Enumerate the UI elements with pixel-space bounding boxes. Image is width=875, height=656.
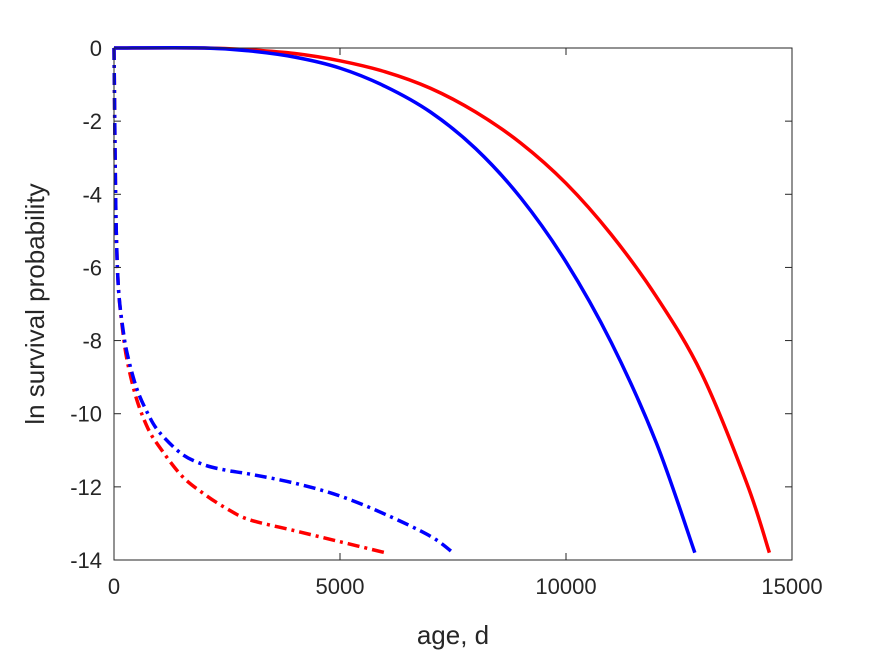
y-tick-label: -8 — [82, 329, 102, 354]
y-tick-label: -10 — [70, 402, 102, 427]
y-tick-label: -12 — [70, 475, 102, 500]
ticks-layer: 0 5000 10000 15000 0 -2 -4 -6 -8 -10 -12 -14 — [70, 36, 822, 599]
plot-frame — [113, 47, 793, 561]
series-line-2 — [113, 46, 697, 554]
x-axis-label: age, d — [417, 620, 489, 650]
x-tick-label: 10000 — [535, 574, 596, 599]
y-tick-label: -14 — [70, 548, 102, 573]
series-layer — [112, 46, 772, 555]
series-line-4 — [112, 47, 455, 555]
x-tick-label: 5000 — [316, 574, 365, 599]
y-tick-label: -4 — [82, 182, 102, 207]
y-tick-label: -6 — [82, 255, 102, 280]
plot-area — [114, 48, 792, 560]
x-tick-label: 15000 — [761, 574, 822, 599]
y-axis-label: ln survival probability — [20, 183, 50, 424]
y-tick-label: -2 — [82, 109, 102, 134]
y-tick-label: 0 — [90, 36, 102, 61]
x-tick-label: 0 — [108, 574, 120, 599]
